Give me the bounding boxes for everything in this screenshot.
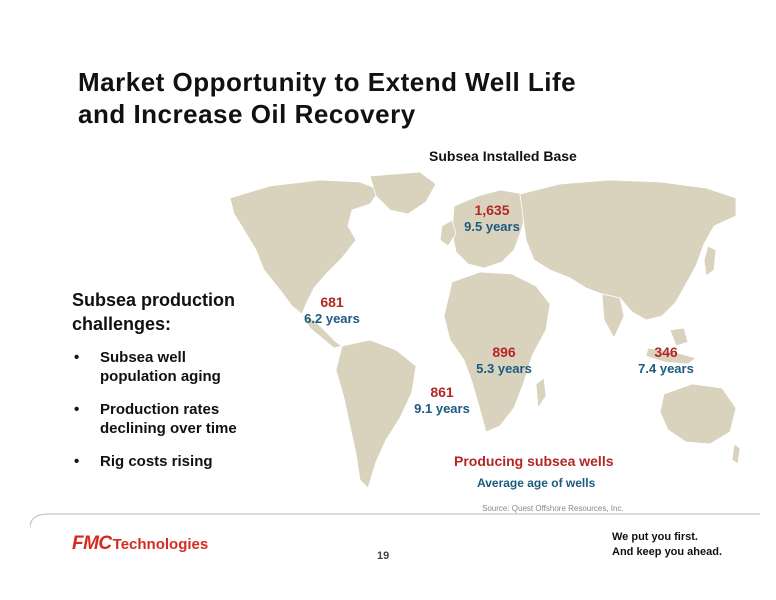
north-america-landmass <box>230 179 381 315</box>
australia-landmass <box>659 383 737 445</box>
africa-landmass <box>443 271 551 433</box>
fmc-logo: FMC Technologies <box>72 533 208 555</box>
bullet-item: • Production rates declining over time <box>72 400 272 438</box>
south-america-landmass <box>335 339 417 489</box>
challenges-heading: Subsea production challenges: <box>72 288 272 336</box>
bullet-line-1: Production rates <box>100 401 220 418</box>
source-note: Source: Quest Offshore Resources, Inc. <box>482 504 624 513</box>
tagline: We put you first. And keep you ahead. <box>612 530 722 560</box>
page-number: 19 <box>377 550 390 562</box>
challenges-heading-line-2: challenges: <box>72 314 172 334</box>
bullet-line-2: declining over time <box>100 420 237 437</box>
madagascar-landmass <box>535 377 547 410</box>
title-line-2: and Increase Oil Recovery <box>78 99 416 129</box>
region-west-africa: 896 5.3 years <box>464 344 544 377</box>
logo-mark: FMC <box>72 533 112 554</box>
legend-wells-age: Average age of wells <box>477 476 596 490</box>
bullet-dot: • <box>74 349 80 366</box>
tagline-line-1: We put you first. <box>612 531 698 543</box>
region-count: 346 <box>654 344 678 360</box>
region-north-sea: 1,635 9.5 years <box>452 202 532 235</box>
bullet-item: • Rig costs rising <box>72 452 272 471</box>
japan-landmass <box>703 245 717 277</box>
tagline-line-2: And keep you ahead. <box>612 546 723 558</box>
region-age: 6.2 years <box>304 311 360 326</box>
indonesia-landmass <box>645 347 697 365</box>
region-brazil: 861 9.1 years <box>402 384 482 417</box>
region-age: 9.5 years <box>464 219 520 234</box>
title-line-1: Market Opportunity to Extend Well Life <box>78 67 577 97</box>
greenland-landmass <box>369 171 437 215</box>
bullet-dot: • <box>74 401 80 418</box>
region-count: 861 <box>430 384 454 400</box>
challenges-list: • Subsea well population aging • Product… <box>72 348 272 485</box>
asia-landmass <box>519 179 737 321</box>
footer-divider <box>30 513 760 529</box>
region-count: 1,635 <box>474 202 510 218</box>
borneo-landmass <box>669 327 689 347</box>
uk-landmass <box>439 219 457 247</box>
india-landmass <box>601 293 625 339</box>
region-age: 5.3 years <box>476 361 532 376</box>
region-age: 7.4 years <box>638 361 694 376</box>
region-gulf-of-mexico: 681 6.2 years <box>292 294 372 327</box>
region-count: 681 <box>320 294 344 310</box>
region-age: 9.1 years <box>414 401 470 416</box>
legend-wells-count: Producing subsea wells <box>454 453 614 469</box>
map-caption: Subsea Installed Base <box>429 148 577 164</box>
challenges-heading-line-1: Subsea production <box>72 290 236 310</box>
region-count: 896 <box>492 344 516 360</box>
new-zealand-landmass <box>731 443 740 465</box>
slide-title: Market Opportunity to Extend Well Life a… <box>78 66 698 130</box>
region-asia-pacific: 346 7.4 years <box>626 344 706 377</box>
bullet-item: • Subsea well population aging <box>72 348 272 386</box>
bullet-line-2: population aging <box>100 368 221 385</box>
logo-word: Technologies <box>112 536 209 553</box>
bullet-line-1: Rig costs rising <box>100 453 213 470</box>
bullet-line-1: Subsea well <box>100 349 186 366</box>
europe-landmass <box>451 189 527 269</box>
bullet-dot: • <box>74 453 80 470</box>
world-map <box>230 171 740 489</box>
